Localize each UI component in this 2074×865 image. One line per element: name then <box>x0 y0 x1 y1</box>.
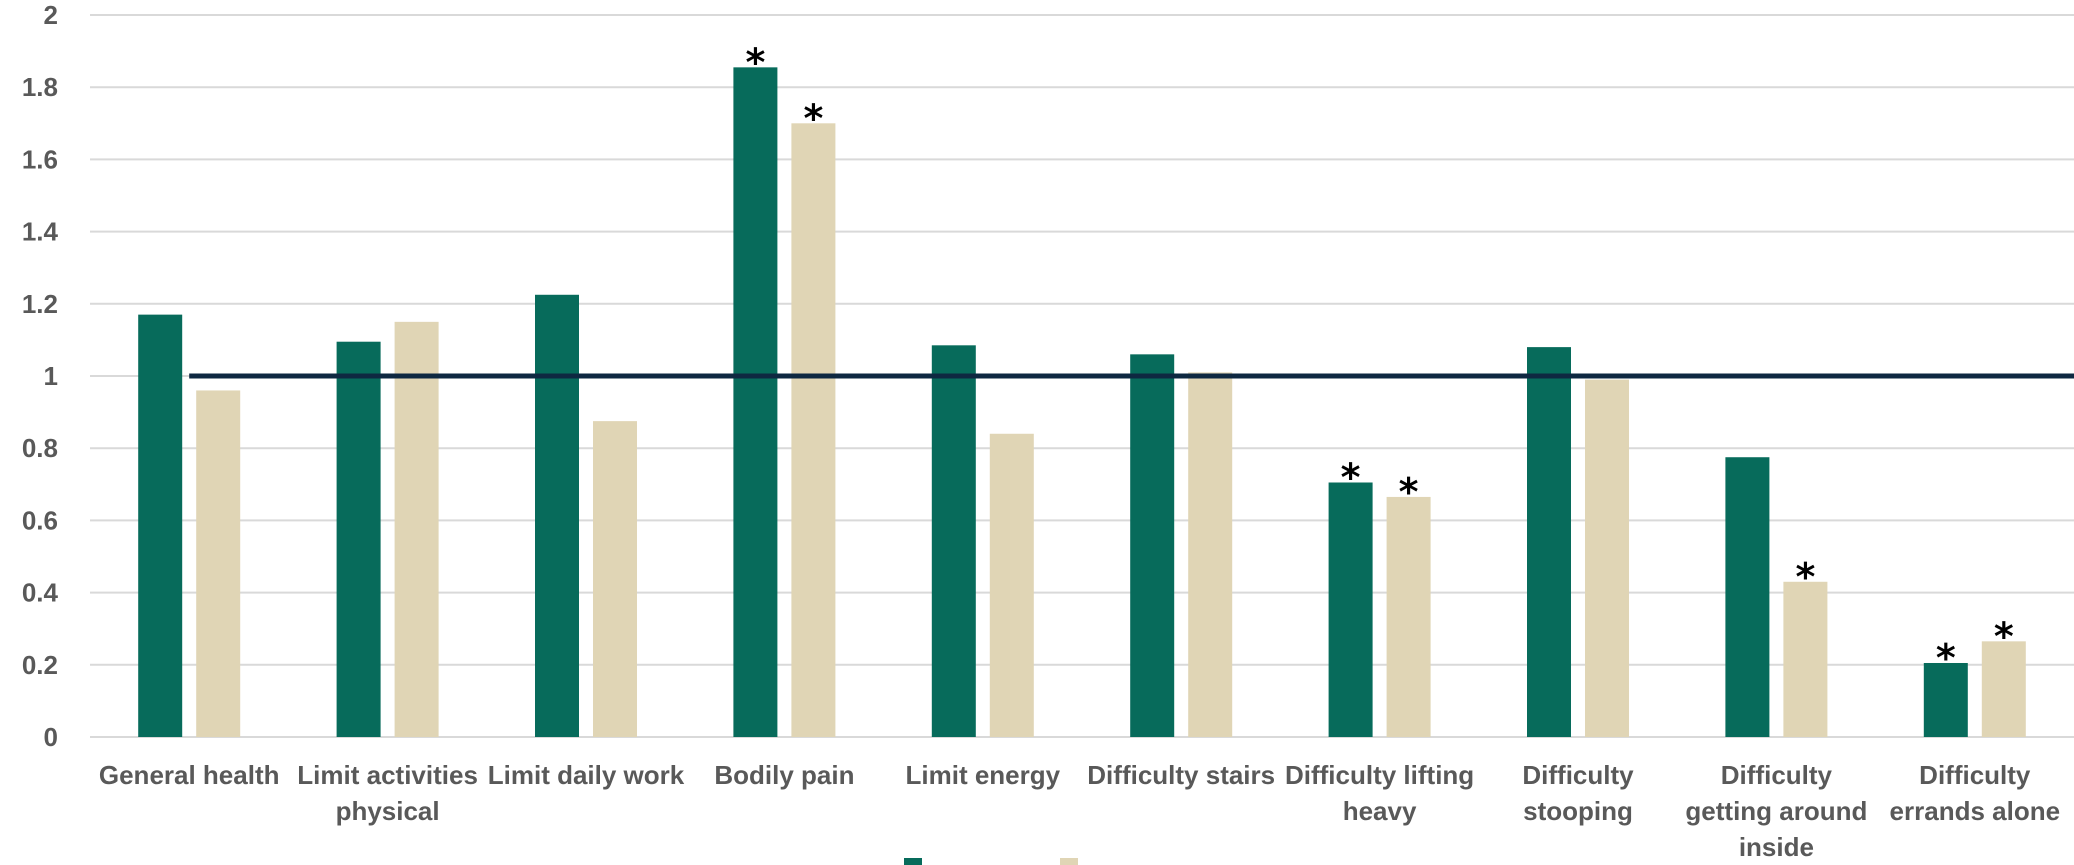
significance-asterisk: * <box>1341 455 1361 499</box>
x-category-label-line: heavy <box>1343 796 1417 826</box>
bar-series-2 <box>791 123 836 738</box>
x-axis-category-labels: General health Limit activities physicalLi… <box>99 760 2060 862</box>
legend-swatch-series-1 <box>904 858 922 865</box>
legend-swatch-series-2 <box>1060 858 1078 865</box>
bar-series-2 <box>1585 379 1629 737</box>
x-category-label: Difficulty stooping <box>1522 760 1634 826</box>
bar-series-1 <box>1527 347 1571 737</box>
x-category-label: Difficulty getting around inside <box>1685 760 1867 862</box>
bar-series-2 <box>196 390 241 737</box>
significance-asterisk: * <box>1994 614 2014 658</box>
significance-asterisk: * <box>1795 555 1815 599</box>
significance-markers: * * * * * * * <box>745 40 2013 680</box>
x-category-label-line: errands alone <box>1890 796 2061 826</box>
x-category-label-line: inside <box>1739 832 1814 862</box>
bar-series-1 <box>1328 482 1373 737</box>
bar-series-2 <box>1386 496 1431 737</box>
x-category-label-line: stooping <box>1523 796 1633 826</box>
bar-series-1 <box>1923 662 1968 737</box>
x-category-label-line: General health <box>99 760 280 790</box>
x-category-label-line: physical <box>336 796 440 826</box>
x-category-label: Limit activities physical <box>297 760 478 826</box>
y-tick-label: 0.4 <box>22 578 59 608</box>
x-category-label: Bodily pain <box>714 760 854 790</box>
legend <box>904 858 1078 865</box>
y-tick-label: 1 <box>44 361 58 391</box>
x-category-label: Difficulty errands alone <box>1890 760 2061 826</box>
bar-series-2 <box>1783 581 1828 737</box>
y-tick-label: 0.6 <box>22 505 58 535</box>
y-tick-label: 0 <box>44 722 58 752</box>
x-category-label: General health <box>99 760 280 790</box>
y-tick-label: 1.6 <box>22 144 58 174</box>
x-category-label: Limit energy <box>906 760 1061 790</box>
y-tick-label: 1.4 <box>22 217 59 247</box>
x-category-label: Difficulty stairs <box>1087 760 1275 790</box>
x-category-label-line: Bodily pain <box>714 760 854 790</box>
bar-series-2 <box>1188 372 1233 737</box>
bar-series-2 <box>1981 641 2026 737</box>
x-category-label-line: Limit daily work <box>488 760 685 790</box>
x-category-label-line: getting around <box>1685 796 1867 826</box>
significance-asterisk: * <box>803 96 823 140</box>
bar-series-1 <box>1725 457 1770 737</box>
bar-series-1 <box>1130 354 1175 737</box>
x-category-label-line: Limit energy <box>906 760 1061 790</box>
x-category-label: Difficulty lifting heavy <box>1285 760 1474 826</box>
y-tick-label: 0.2 <box>22 650 58 680</box>
significance-asterisk: * <box>745 40 765 84</box>
x-category-label-line: Difficulty <box>1522 760 1634 790</box>
x-category-label-line: Difficulty <box>1721 760 1833 790</box>
bar-series-1 <box>138 314 183 737</box>
bars <box>138 67 2026 738</box>
y-tick-label: 1.2 <box>22 289 58 319</box>
bar-series-2 <box>394 321 439 737</box>
bar-series-2 <box>989 433 1034 737</box>
bar-series-1 <box>931 345 976 737</box>
y-axis-tick-labels: 0 0.2 0.4 0.6 0.8 1 1.2 1.4 1.6 1.8 2 <box>22 0 59 752</box>
x-category-label-line: Limit activities <box>297 760 478 790</box>
y-tick-label: 0.8 <box>22 433 58 463</box>
y-tick-label: 2 <box>44 0 58 30</box>
x-category-label-line: Difficulty <box>1919 760 2031 790</box>
bar-series-1 <box>733 67 778 738</box>
x-category-label-line: Difficulty stairs <box>1087 760 1275 790</box>
bar-series-2 <box>593 421 637 737</box>
x-category-label-line: Difficulty lifting <box>1285 760 1474 790</box>
bar-series-1 <box>535 294 579 737</box>
y-tick-label: 1.8 <box>22 72 58 102</box>
bar-series-1 <box>336 341 381 737</box>
significance-asterisk: * <box>1936 636 1956 680</box>
x-category-label: Limit daily work <box>488 760 685 790</box>
significance-asterisk: * <box>1399 470 1419 514</box>
